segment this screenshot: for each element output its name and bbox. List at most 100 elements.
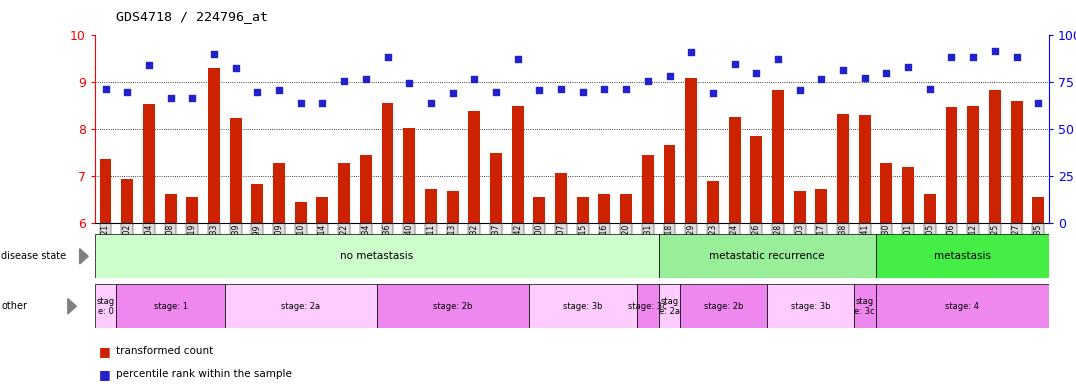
Bar bbox=[685, 78, 697, 223]
Bar bbox=[534, 197, 546, 223]
Bar bbox=[377, 284, 528, 328]
Bar bbox=[642, 154, 654, 223]
Bar bbox=[338, 162, 350, 223]
Point bbox=[293, 100, 310, 106]
Point bbox=[509, 56, 526, 62]
Bar bbox=[425, 189, 437, 223]
Bar bbox=[767, 284, 854, 328]
Bar bbox=[876, 234, 1049, 278]
Bar bbox=[659, 284, 680, 328]
Text: stage: 3b: stage: 3b bbox=[791, 302, 831, 311]
Text: stage: 2b: stage: 2b bbox=[433, 302, 472, 311]
Bar bbox=[854, 284, 876, 328]
Bar bbox=[659, 234, 876, 278]
Point bbox=[422, 100, 439, 106]
Polygon shape bbox=[68, 299, 76, 314]
Point bbox=[987, 48, 1004, 54]
Bar bbox=[116, 284, 225, 328]
Point bbox=[487, 89, 505, 95]
Bar bbox=[100, 159, 112, 223]
Bar bbox=[750, 136, 762, 223]
Point bbox=[336, 78, 353, 84]
Bar bbox=[555, 173, 567, 223]
Text: metastatic recurrence: metastatic recurrence bbox=[709, 251, 825, 262]
Point bbox=[249, 89, 266, 95]
Point bbox=[227, 65, 244, 71]
Bar bbox=[876, 284, 1049, 328]
Point bbox=[726, 61, 744, 67]
Bar bbox=[229, 118, 242, 223]
Bar bbox=[382, 103, 394, 223]
Bar bbox=[902, 167, 915, 223]
Point bbox=[856, 75, 874, 81]
Text: stage: 2b: stage: 2b bbox=[704, 302, 744, 311]
Bar bbox=[528, 284, 637, 328]
Bar bbox=[577, 197, 589, 223]
Bar bbox=[490, 153, 501, 223]
Bar bbox=[728, 117, 740, 223]
Bar bbox=[598, 195, 610, 223]
Text: stage: 4: stage: 4 bbox=[946, 302, 979, 311]
Point bbox=[184, 95, 201, 101]
Text: ■: ■ bbox=[99, 368, 111, 381]
Point bbox=[921, 86, 938, 92]
Bar bbox=[1010, 101, 1022, 223]
Bar bbox=[680, 284, 767, 328]
Point bbox=[705, 90, 722, 96]
Point bbox=[270, 87, 287, 93]
Bar bbox=[620, 194, 632, 223]
Bar bbox=[924, 194, 936, 223]
Bar bbox=[225, 284, 377, 328]
Bar bbox=[664, 145, 676, 223]
Bar bbox=[837, 114, 849, 223]
Bar bbox=[252, 184, 264, 223]
Point bbox=[834, 67, 851, 73]
Point bbox=[682, 50, 699, 56]
Text: transformed count: transformed count bbox=[116, 346, 213, 356]
Point bbox=[444, 90, 462, 96]
Bar bbox=[165, 194, 176, 223]
Point bbox=[1008, 54, 1025, 60]
Polygon shape bbox=[80, 249, 88, 264]
Bar bbox=[1032, 197, 1044, 223]
Point bbox=[964, 54, 981, 60]
Bar bbox=[771, 90, 784, 223]
Point bbox=[357, 76, 374, 82]
Point bbox=[791, 87, 808, 93]
Bar bbox=[273, 162, 285, 223]
Bar bbox=[95, 284, 116, 328]
Bar bbox=[143, 104, 155, 223]
Bar bbox=[880, 162, 892, 223]
Bar bbox=[859, 114, 870, 223]
Bar bbox=[816, 189, 827, 223]
Point bbox=[812, 76, 830, 82]
Point bbox=[466, 76, 483, 82]
Point bbox=[1030, 100, 1047, 106]
Text: stag
e: 3c: stag e: 3c bbox=[854, 297, 875, 316]
Bar bbox=[468, 111, 480, 223]
Text: metastasis: metastasis bbox=[934, 251, 991, 262]
Text: stage: 3b: stage: 3b bbox=[563, 302, 603, 311]
Point bbox=[639, 78, 656, 84]
Bar bbox=[447, 191, 458, 223]
Text: stag
e: 2a: stag e: 2a bbox=[659, 297, 680, 316]
Text: ■: ■ bbox=[99, 345, 111, 358]
Point bbox=[530, 87, 548, 93]
Bar bbox=[186, 197, 198, 223]
Point bbox=[552, 86, 569, 92]
Bar bbox=[295, 202, 307, 223]
Text: stage: 3c: stage: 3c bbox=[628, 302, 667, 311]
Point bbox=[575, 89, 592, 95]
Text: disease state: disease state bbox=[1, 251, 67, 262]
Bar bbox=[512, 106, 524, 223]
Point bbox=[661, 73, 678, 79]
Text: no metastasis: no metastasis bbox=[340, 251, 413, 262]
Point bbox=[118, 89, 136, 95]
Bar bbox=[404, 128, 415, 223]
Bar bbox=[946, 108, 958, 223]
Bar bbox=[707, 181, 719, 223]
Text: stag
e: 0: stag e: 0 bbox=[97, 297, 115, 316]
Point bbox=[379, 54, 396, 60]
Point bbox=[314, 100, 331, 106]
Bar bbox=[208, 68, 220, 223]
